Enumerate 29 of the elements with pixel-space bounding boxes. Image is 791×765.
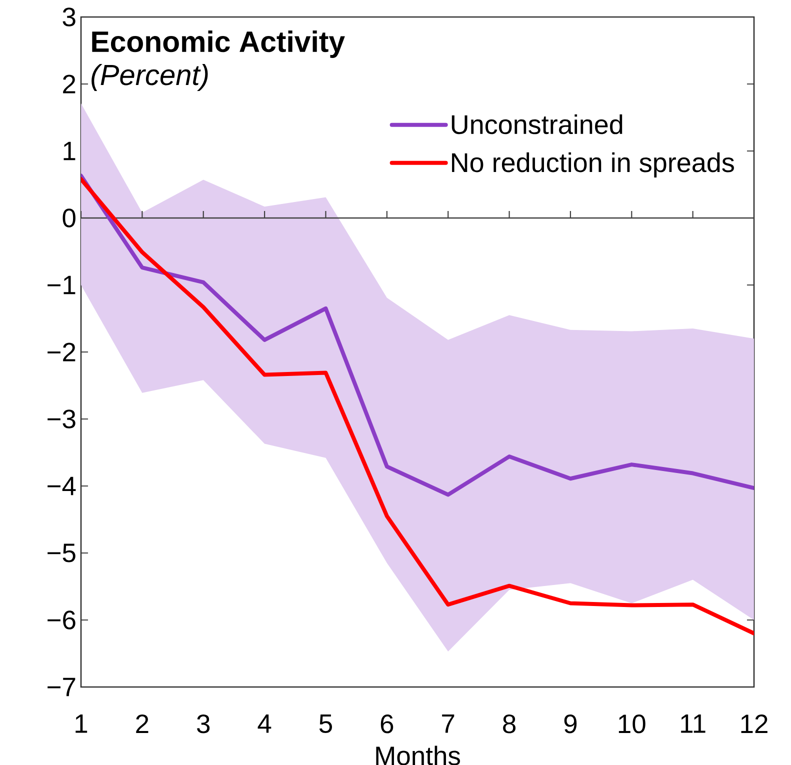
x-tick-label: 2 — [136, 714, 148, 734]
x-tick-label: 7 — [442, 714, 454, 733]
y-tick-label: −3 — [48, 410, 76, 428]
line-series — [81, 177, 754, 636]
x-tick-label: 1 — [76, 714, 88, 733]
y-tick-label: −4 — [48, 476, 76, 496]
text: (Percent) — [92, 64, 208, 91]
x-tick-label: 9 — [564, 714, 577, 734]
y-tick-label: 0 — [62, 208, 76, 228]
legend-label: No reduction in spreads — [452, 152, 734, 178]
y-tick-label: 2 — [63, 74, 76, 94]
legend-label: Unconstrained — [452, 114, 622, 134]
x-tick-label: 6 — [380, 714, 394, 734]
y-tick-label: −5 — [48, 544, 76, 562]
x-tick-label: 3 — [197, 714, 210, 734]
y-tick-label: −2 — [48, 342, 76, 362]
x-tick-label: 8 — [503, 714, 516, 734]
y-tick-label: 3 — [62, 8, 76, 26]
y-tick-label: −7 — [48, 678, 76, 696]
x-tick-label: 12 — [741, 714, 768, 734]
x-tick-label: 5 — [319, 714, 332, 734]
x-axis-title: Months — [376, 746, 460, 765]
y-tick-label: 1 — [64, 142, 76, 160]
y-tick-label: −1 — [48, 276, 76, 294]
x-tick-label: 11 — [681, 714, 706, 733]
y-tick-label: −6 — [48, 610, 76, 630]
x-tick-label: 4 — [258, 714, 272, 733]
chart-title: Economic Activity — [92, 30, 345, 58]
x-tick-label: 10 — [618, 714, 646, 734]
